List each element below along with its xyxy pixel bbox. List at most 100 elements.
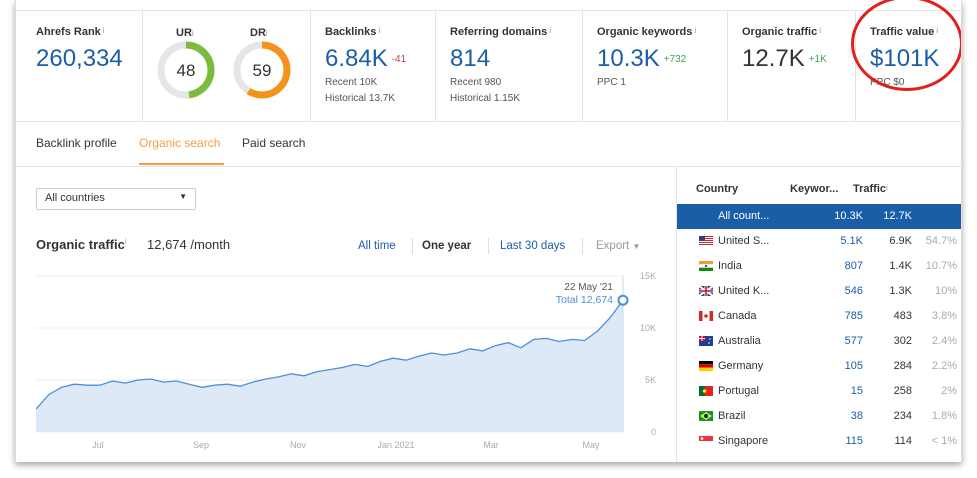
backlinks-recent: Recent 10K bbox=[325, 77, 378, 88]
country-select[interactable]: All countries ▼ bbox=[36, 188, 196, 210]
export-button[interactable]: Export ▼ bbox=[596, 240, 641, 252]
brazil-flag-icon bbox=[699, 411, 713, 421]
traffic-cell: 12.7K bbox=[883, 210, 912, 222]
traffic-percent: 1.8% bbox=[931, 410, 957, 422]
ahrefs-rank-value: 260,334 bbox=[36, 45, 123, 72]
country-name: Portugal bbox=[718, 385, 759, 397]
range-divider bbox=[412, 238, 413, 254]
keywords-cell[interactable]: 577 bbox=[844, 335, 863, 347]
x-tick-label: Jul bbox=[92, 440, 104, 450]
range-all-time[interactable]: All time bbox=[358, 240, 396, 252]
country-name: India bbox=[718, 260, 742, 272]
country-table: Country Keywor... Traffici All count... 1… bbox=[676, 166, 961, 462]
x-tick-label: Jan 2021 bbox=[377, 440, 414, 450]
keywords-header[interactable]: Keywor... bbox=[790, 183, 839, 195]
country-row[interactable]: Australia 577 302 2.4% bbox=[677, 329, 961, 354]
dr-gauge bbox=[233, 41, 291, 99]
country-row[interactable]: All count... 10.3K 12.7K bbox=[677, 204, 961, 229]
portugal-flag-icon bbox=[699, 386, 713, 396]
referring-domains-cell[interactable]: Referring domains i 814 Recent 980 Histor… bbox=[436, 11, 583, 121]
backlinks-delta: -41 bbox=[391, 54, 407, 66]
keywords-cell[interactable]: 105 bbox=[844, 360, 863, 372]
uk-flag-icon bbox=[699, 286, 713, 296]
organic-traffic-delta: +1K bbox=[808, 54, 827, 66]
traffic-percent: 2.2% bbox=[931, 360, 957, 372]
keywords-cell[interactable]: 807 bbox=[844, 260, 863, 272]
keywords-cell[interactable]: 15 bbox=[850, 385, 863, 397]
organic-traffic-value: 12,674 /month bbox=[147, 237, 231, 252]
australia-flag-icon bbox=[699, 336, 713, 346]
country-row[interactable]: United S... 5.1K 6.9K 54.7% bbox=[677, 229, 961, 254]
range-one-year[interactable]: One year bbox=[422, 240, 472, 252]
organic-traffic-value[interactable]: 12.7K +1K bbox=[742, 45, 827, 72]
traffic-line bbox=[36, 299, 624, 410]
country-header[interactable]: Country bbox=[696, 183, 739, 195]
traffic-cell: 258 bbox=[893, 385, 912, 397]
dashboard-frame: Ahrefs Rank i 260,334 URi 48 DRi 59 Backl… bbox=[15, 0, 962, 462]
dropdown-arrow-icon: ▼ bbox=[179, 192, 187, 201]
keywords-cell[interactable]: 38 bbox=[850, 410, 863, 422]
tab-backlink-profile[interactable]: Backlink profile bbox=[36, 136, 117, 150]
traffic-cell: 114 bbox=[894, 435, 912, 447]
referring-domains-historical: Historical 1.15K bbox=[450, 93, 521, 104]
country-name: Canada bbox=[718, 310, 757, 322]
organic-keywords-ppc: PPC 1 bbox=[597, 77, 626, 88]
ur-value: 48 bbox=[176, 61, 196, 80]
tab-organic-search[interactable]: Organic search bbox=[139, 136, 221, 150]
ahrefs-rank-cell: Ahrefs Rank i 260,334 bbox=[16, 11, 143, 121]
backlinks-historical: Historical 13.7K bbox=[325, 93, 396, 104]
keywords-cell[interactable]: 546 bbox=[844, 285, 863, 297]
keywords-cell[interactable]: 785 bbox=[844, 310, 863, 322]
keywords-cell[interactable]: 5.1K bbox=[840, 235, 863, 247]
organic-keywords-value[interactable]: 10.3K +732 bbox=[597, 45, 687, 72]
backlinks-value[interactable]: 6.84K -41 bbox=[325, 45, 407, 72]
traffic-cell: 302 bbox=[893, 335, 912, 347]
hover-point[interactable] bbox=[617, 294, 629, 306]
country-row[interactable]: United K... 546 1.3K 10% bbox=[677, 279, 961, 304]
dr-value: 59 bbox=[252, 61, 272, 80]
traffic-percent: 10% bbox=[934, 285, 957, 297]
traffic-cell: 6.9K bbox=[889, 235, 912, 247]
keywords-cell[interactable]: 10.3K bbox=[834, 210, 863, 222]
tab-paid-search[interactable]: Paid search bbox=[242, 136, 306, 150]
traffic-cell: 234 bbox=[893, 410, 912, 422]
x-tick-label: Mar bbox=[483, 440, 499, 450]
traffic-percent: 2% bbox=[941, 385, 957, 397]
range-last-30-days[interactable]: Last 30 days bbox=[500, 240, 566, 252]
country-name: Australia bbox=[718, 335, 761, 347]
country-row[interactable]: Portugal 15 258 2% bbox=[677, 379, 961, 404]
organic-keywords-delta: +732 bbox=[663, 54, 687, 66]
country-row[interactable]: India 807 1.4K 10.7% bbox=[677, 254, 961, 279]
backlinks-cell[interactable]: Backlinks i 6.84K -41 Recent 10K Historica… bbox=[311, 11, 436, 121]
india-flag-icon bbox=[699, 261, 713, 271]
country-name: United S... bbox=[718, 235, 770, 247]
country-name: Singapore bbox=[718, 435, 769, 447]
traffic-percent: < 1% bbox=[931, 435, 957, 447]
canada-flag-icon bbox=[699, 311, 713, 321]
referring-domains-label: Referring domains i bbox=[450, 26, 551, 38]
gauge-fill bbox=[157, 41, 215, 99]
traffic-percent: 3.8% bbox=[931, 310, 957, 322]
country-row[interactable]: Brazil 38 234 1.8% bbox=[677, 404, 961, 429]
country-row[interactable]: Singapore 115 114 < 1% bbox=[677, 429, 961, 454]
referring-domains-value[interactable]: 814 bbox=[450, 45, 491, 72]
traffic-percent: 10.7% bbox=[925, 260, 957, 272]
organic-traffic-title: Organic traffici bbox=[36, 237, 127, 252]
organic-keywords-label: Organic keywords i bbox=[597, 26, 697, 38]
organic-traffic-panel: All countries ▼ Organic traffici 12,674 … bbox=[16, 166, 676, 462]
organic-keywords-cell[interactable]: Organic keywords i 10.3K +732 PPC 1 bbox=[583, 11, 728, 121]
organic-traffic-cell[interactable]: Organic traffic i 12.7K +1K bbox=[728, 11, 856, 121]
country-row[interactable]: Canada 785 483 3.8% bbox=[677, 304, 961, 329]
keywords-cell[interactable]: 115 bbox=[845, 435, 863, 447]
us-flag-icon bbox=[699, 236, 713, 245]
country-name: All count... bbox=[718, 210, 770, 222]
y-tick-label: 0 bbox=[651, 427, 656, 437]
country-row[interactable]: Germany 105 284 2.2% bbox=[677, 354, 961, 379]
traffic-area bbox=[36, 300, 623, 432]
traffic-header[interactable]: Traffici bbox=[853, 183, 888, 195]
traffic-percent: 2.4% bbox=[931, 335, 957, 347]
backlinks-label: Backlinks i bbox=[325, 26, 381, 38]
traffic-cell: 284 bbox=[893, 360, 912, 372]
ur-gauge bbox=[157, 41, 215, 99]
